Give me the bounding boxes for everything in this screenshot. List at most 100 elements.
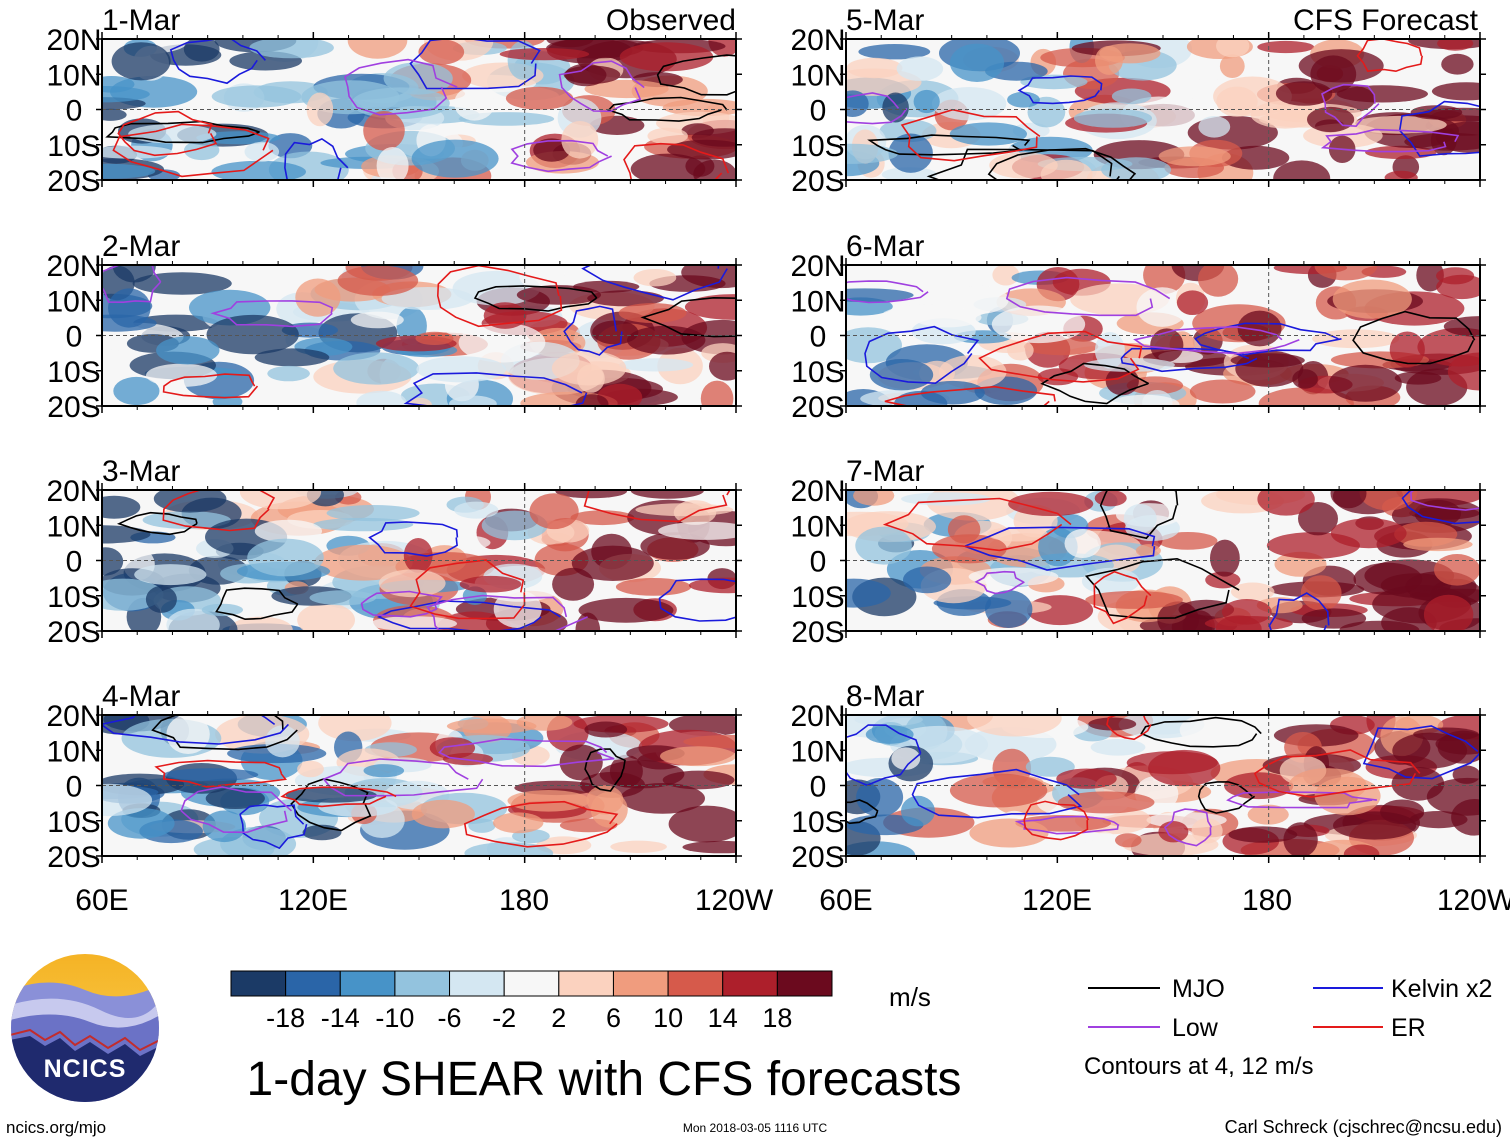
shear-cell [564, 66, 621, 84]
shear-cell [1074, 109, 1152, 128]
shear-cell [1093, 832, 1118, 852]
shear-cell [1390, 332, 1425, 368]
shear-cell [610, 841, 667, 853]
shear-cell [1065, 529, 1101, 558]
shear-cell [1216, 34, 1249, 57]
shear-cell [1007, 92, 1040, 108]
shear-cell [415, 332, 453, 345]
shear-cell [441, 313, 476, 335]
shear-cell [584, 722, 627, 738]
y-tick-label: 10N [790, 510, 845, 543]
shear-cell [351, 312, 404, 329]
author-credit: Carl Schreck (cjschrec@ncsu.edu) [1225, 1117, 1502, 1137]
y-tick-label: 20S [47, 391, 100, 424]
y-tick-label: 10N [790, 735, 845, 768]
shear-cell [847, 58, 903, 78]
y-tick-label: 10N [46, 735, 101, 768]
legend-label-er: ER [1391, 1014, 1426, 1042]
shear-cell [1007, 340, 1034, 360]
shear-cell [530, 493, 579, 529]
y-tick-label: 20S [47, 841, 100, 874]
shear-cell [146, 586, 177, 613]
shear-cell [146, 364, 217, 387]
colorbar-swatch [723, 971, 778, 996]
y-tick-label: 20S [791, 841, 844, 874]
shear-cell [1410, 811, 1468, 828]
y-tick-label: 20S [47, 165, 100, 198]
shear-cell [985, 590, 1032, 628]
shear-cell [454, 502, 498, 519]
colorbar-swatch [340, 971, 395, 996]
panel-date-label: 3-Mar [102, 455, 180, 488]
shear-cell [1112, 89, 1152, 105]
shear-cell [493, 812, 543, 833]
shear-cell [229, 617, 293, 643]
legend-label-kelvin: Kelvin x2 [1391, 975, 1492, 1003]
shear-cell [701, 381, 734, 417]
x-tick-label: 120W [695, 884, 774, 917]
shear-cell [897, 56, 944, 81]
y-tick-label: 20N [790, 24, 845, 57]
shear-cell [212, 85, 302, 107]
site-url: ncics.org/mjo [6, 1118, 106, 1137]
x-tick-label: 60E [75, 884, 128, 917]
shear-cell [894, 391, 947, 417]
y-tick-label: 0 [810, 546, 827, 579]
colorbar-units: m/s [889, 982, 931, 1012]
shear-cell [348, 22, 408, 58]
colorbar-tick-label: -10 [375, 1003, 414, 1033]
legend-label-mjo: MJO [1172, 975, 1225, 1003]
colorbar-tick-label: 2 [551, 1003, 566, 1033]
colorbar-tick-label: -14 [321, 1003, 360, 1033]
shear-cell [156, 336, 219, 364]
shear-cell [418, 39, 464, 64]
x-axis-left: 60E 120E 180 120W [75, 884, 774, 917]
column-label-forecast: CFS Forecast [1293, 4, 1479, 37]
ncics-logo: NCICS [10, 954, 160, 1104]
shear-cell [855, 527, 912, 565]
shear-cell [297, 761, 324, 777]
colorbar-tick-label: 18 [762, 1003, 792, 1033]
shear-cell [1058, 791, 1155, 813]
y-tick-label: 10N [790, 285, 845, 318]
x-tick-label: 60E [819, 884, 872, 917]
panel-date-label: 7-Mar [846, 455, 924, 488]
shear-cell [1302, 608, 1366, 628]
column-label-observed: Observed [606, 4, 736, 37]
colorbar-swatch [668, 971, 723, 996]
panel-date-label: 5-Mar [846, 4, 924, 37]
shear-cell [1136, 544, 1161, 557]
legend-label-low: Low [1172, 1014, 1219, 1042]
y-tick-label: 10N [46, 59, 101, 92]
colorbar-tick-label: -18 [266, 1003, 305, 1033]
colorbar-tick-label: -6 [437, 1003, 461, 1033]
shear-cell [635, 503, 733, 516]
colorbar-tick-label: 6 [606, 1003, 621, 1033]
y-tick-label: 20N [46, 24, 101, 57]
colorbar-swatch [504, 971, 559, 996]
shear-cell [950, 774, 1047, 808]
shear-cell [1315, 252, 1378, 280]
y-tick-label: 20N [46, 475, 101, 508]
chart-title: 1-day SHEAR with CFS forecasts [247, 1053, 962, 1106]
legend: MJO Kelvin x2 Low ER Contours at 4, 12 m… [1084, 975, 1492, 1080]
y-tick-label: 10S [47, 806, 100, 839]
shear-cell [950, 44, 1004, 82]
shear-cell [1115, 833, 1142, 847]
shear-cell [1283, 822, 1317, 857]
shear-cell [508, 790, 590, 812]
shear-cell [267, 366, 310, 381]
shear-cell [1331, 479, 1367, 509]
colorbar-tick-label: -2 [492, 1003, 516, 1033]
shear-cell [397, 711, 421, 730]
shear-cell [969, 819, 1048, 848]
shear-cell [412, 140, 499, 178]
shear-cell [1344, 845, 1380, 865]
shear-cell [207, 315, 299, 354]
shear-cell [1099, 43, 1160, 63]
